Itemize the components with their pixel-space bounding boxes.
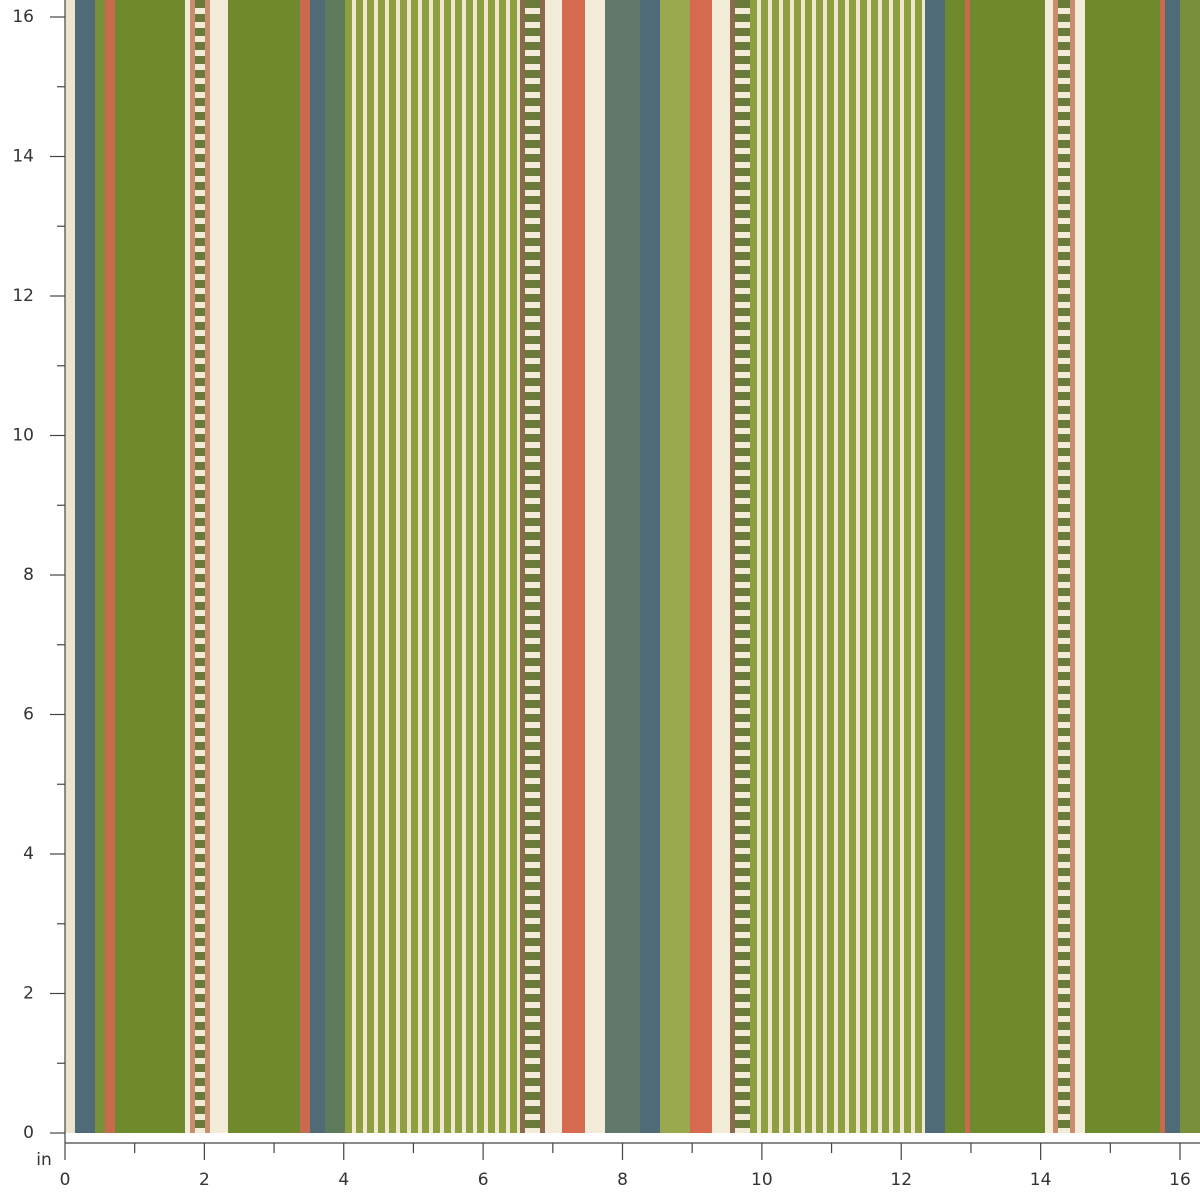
y-tick-label: 14 xyxy=(12,147,34,167)
x-tick-label: 8 xyxy=(617,1170,628,1190)
x-tick-label: 0 xyxy=(60,1170,71,1190)
y-tick-label: 16 xyxy=(12,7,34,27)
dotted-stripe xyxy=(735,0,750,1133)
x-tick-label: 12 xyxy=(890,1170,912,1190)
pinstripe-band xyxy=(750,0,925,1133)
x-tick-label: 16 xyxy=(1169,1170,1191,1190)
unit-label: in xyxy=(36,1150,52,1170)
y-tick-label: 12 xyxy=(12,286,34,306)
x-tick-label: 4 xyxy=(338,1170,349,1190)
y-tick-label: 10 xyxy=(12,426,34,446)
fabric-swatch xyxy=(65,0,1200,1133)
y-tick-label: 6 xyxy=(23,705,34,725)
dotted-stripe xyxy=(195,0,205,1133)
x-tick-label: 2 xyxy=(199,1170,210,1190)
pinstripe-band xyxy=(345,0,520,1133)
x-tick-label: 14 xyxy=(1030,1170,1052,1190)
x-tick-label: 10 xyxy=(751,1170,773,1190)
dotted-stripe xyxy=(525,0,540,1133)
y-tick-label: 8 xyxy=(23,565,34,585)
x-tick-label: 6 xyxy=(478,1170,489,1190)
dotted-stripe xyxy=(1058,0,1070,1133)
y-tick-label: 4 xyxy=(23,844,34,864)
y-tick-label: 0 xyxy=(23,1123,34,1143)
y-tick-label: 2 xyxy=(23,984,34,1004)
